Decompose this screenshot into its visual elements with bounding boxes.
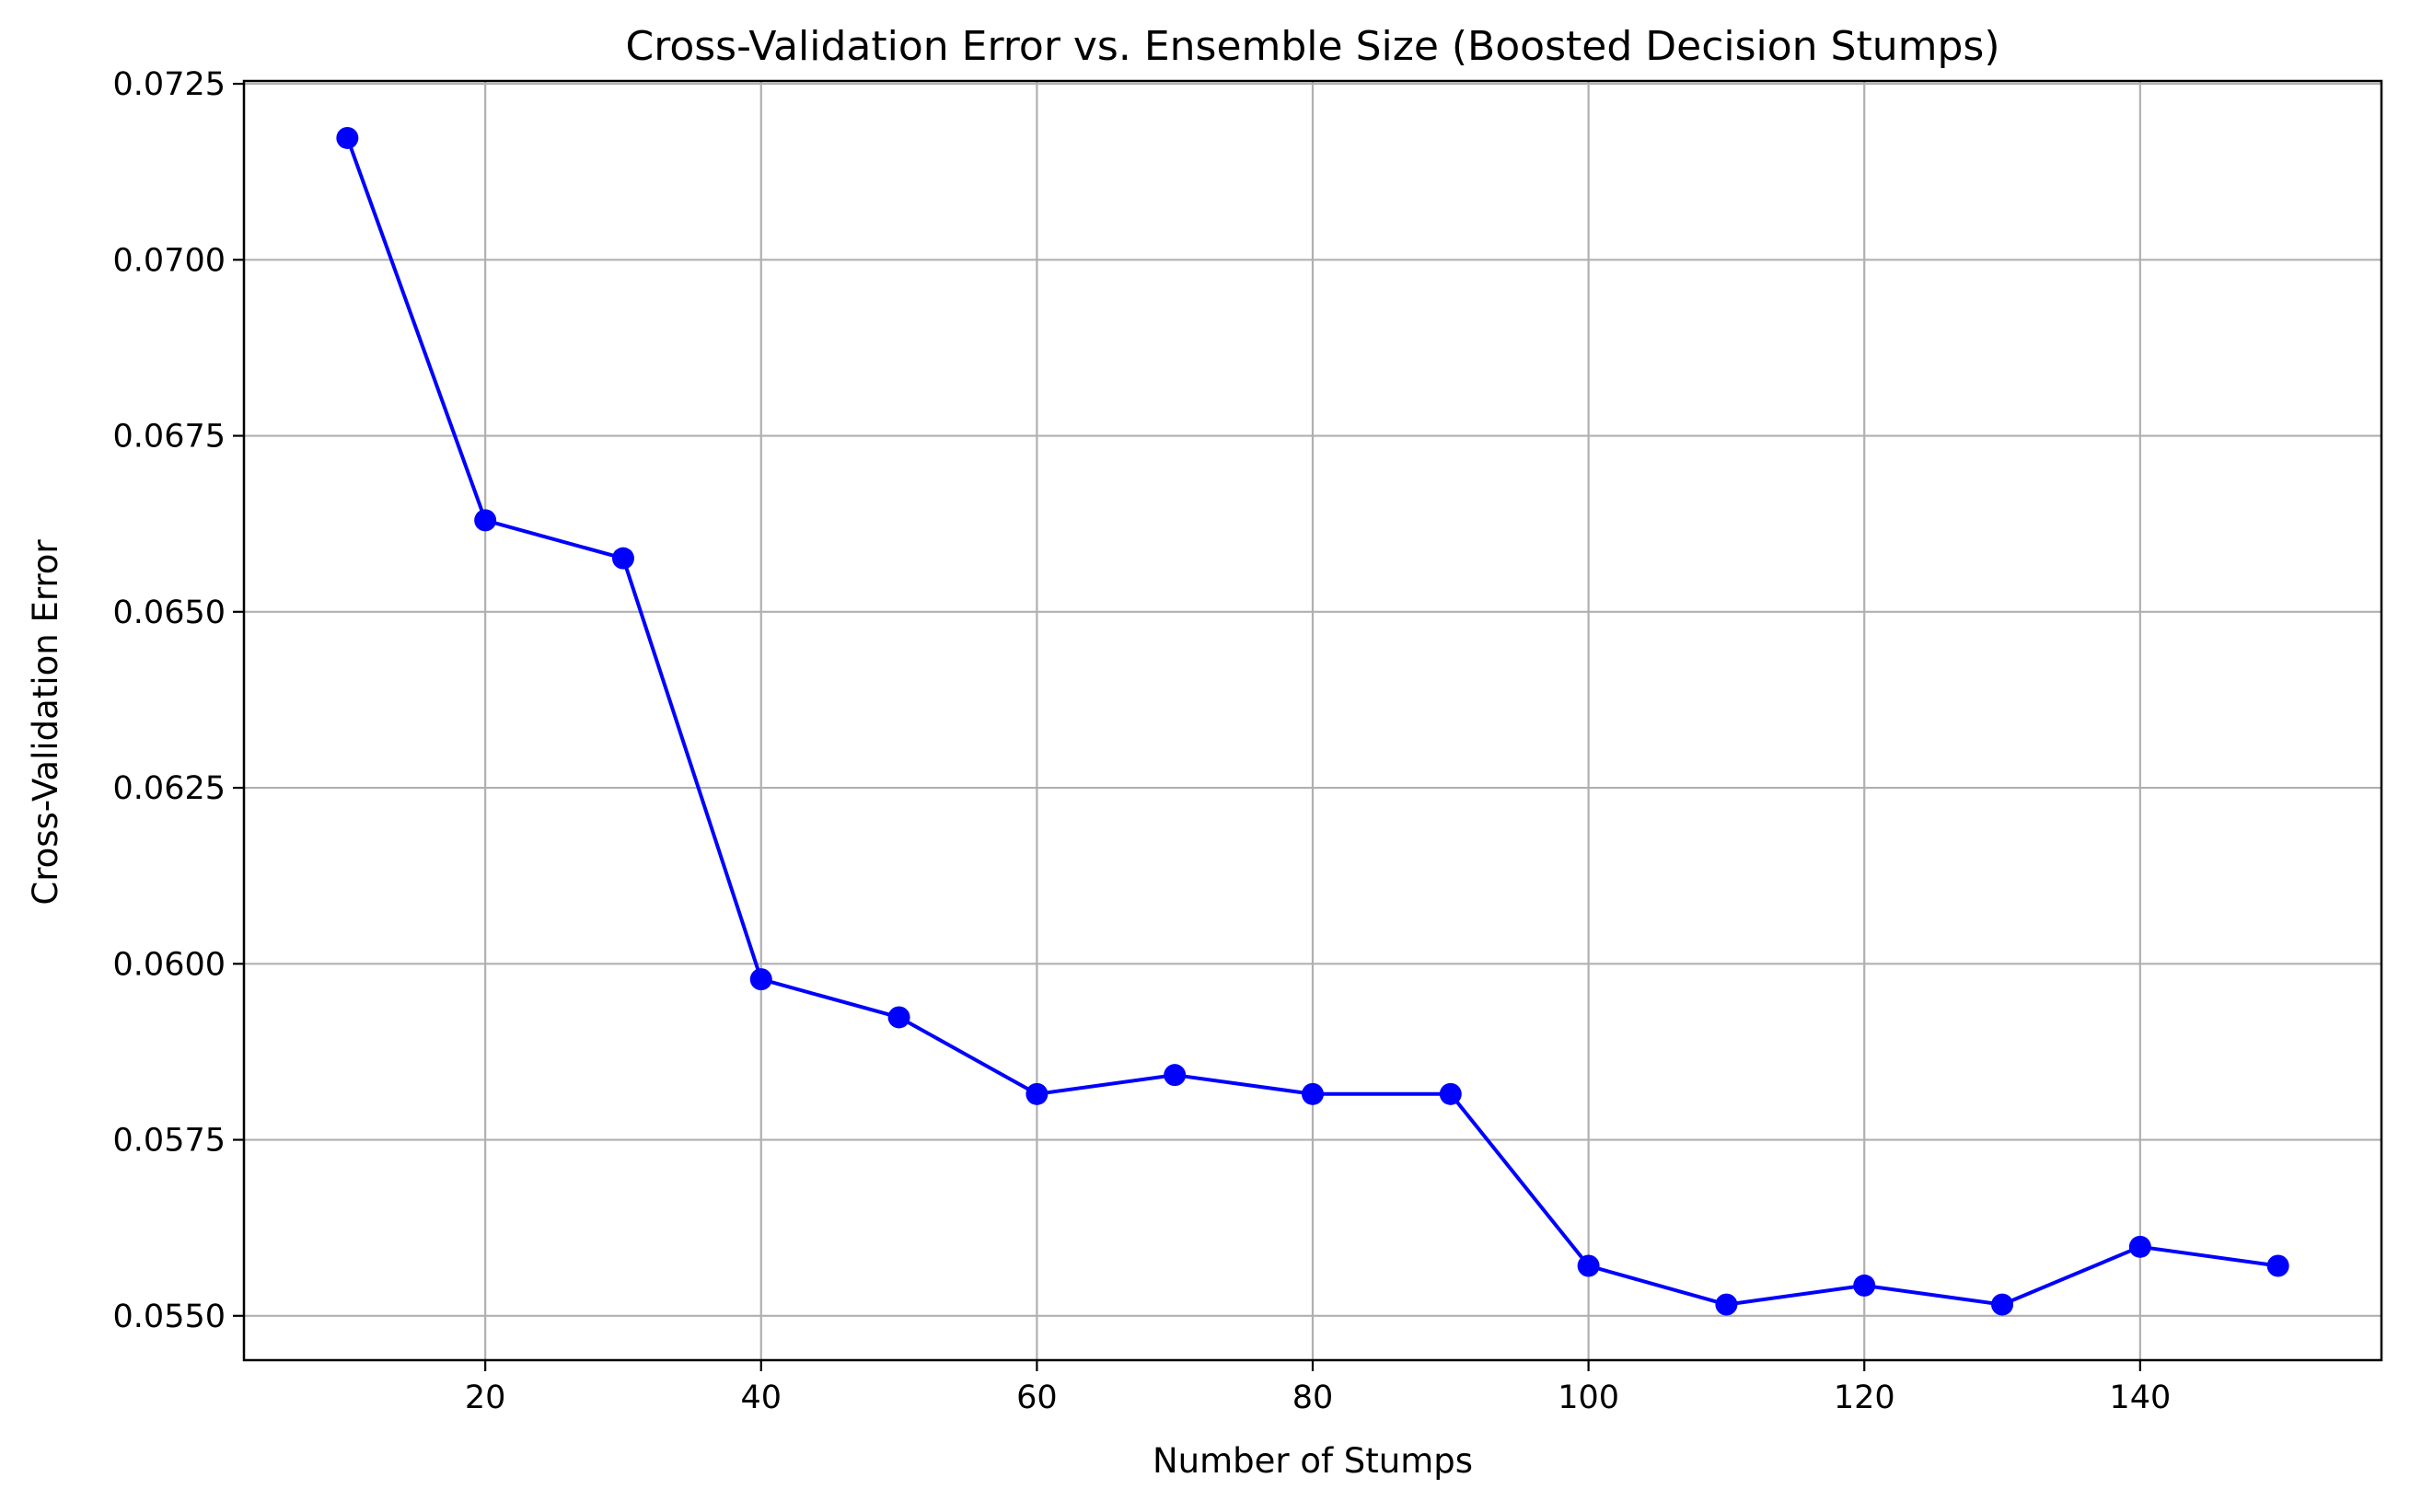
data-point	[749, 968, 772, 991]
x-tick-label: 40	[741, 1379, 782, 1416]
x-tick-label: 100	[1558, 1379, 1619, 1416]
y-tick-label: 0.0675	[113, 419, 226, 456]
data-point	[887, 1006, 910, 1029]
x-tick-label: 20	[465, 1379, 506, 1416]
data-point	[336, 126, 359, 149]
chart-title: Cross-Validation Error vs. Ensemble Size…	[625, 23, 1999, 70]
data-point	[474, 509, 497, 532]
y-tick-label: 0.0575	[113, 1123, 226, 1160]
data-point	[1577, 1254, 1600, 1277]
data-point	[1025, 1082, 1049, 1105]
x-tick-label: 80	[1292, 1379, 1334, 1416]
x-axis-label: Number of Stumps	[1153, 1441, 1473, 1481]
data-point	[1853, 1274, 1876, 1297]
data-point	[1715, 1293, 1738, 1316]
data-point	[1439, 1082, 1462, 1105]
x-tick-label: 120	[1834, 1379, 1895, 1416]
y-axis-label: Cross-Validation Error	[26, 539, 65, 906]
data-point	[1164, 1064, 1187, 1087]
grid-lines	[244, 81, 2381, 1360]
y-tick-label: 0.0550	[113, 1298, 226, 1335]
y-tick-label: 0.0700	[113, 242, 226, 279]
y-tick-label: 0.0600	[113, 946, 226, 983]
data-point	[611, 547, 634, 570]
x-tick-label: 60	[1016, 1379, 1058, 1416]
data-markers	[336, 126, 2289, 1316]
axis-ticks: 20 40 60 80 100 120 140 0.0550 0.0575 0.0600 0.062…	[113, 66, 2172, 1416]
data-point	[1302, 1082, 1324, 1105]
x-tick-label: 140	[2109, 1379, 2171, 1416]
data-point	[1991, 1293, 2014, 1316]
data-point	[2128, 1235, 2151, 1258]
y-tick-label: 0.0650	[113, 594, 226, 631]
data-point	[2266, 1254, 2289, 1277]
y-tick-label: 0.0725	[113, 66, 226, 103]
y-tick-label: 0.0625	[113, 770, 226, 807]
